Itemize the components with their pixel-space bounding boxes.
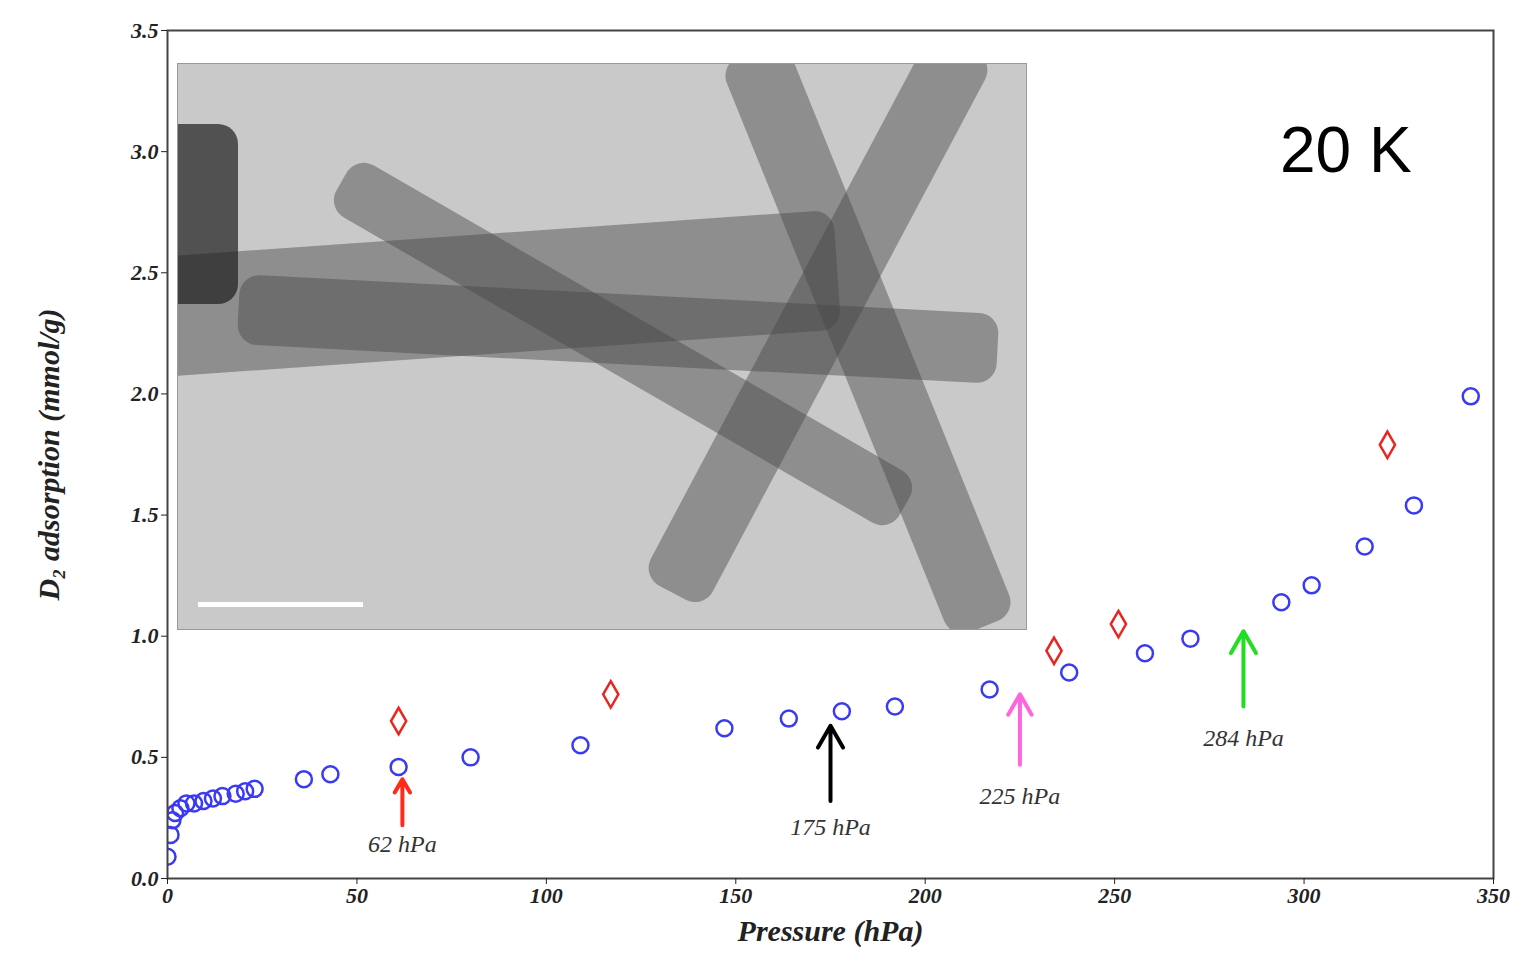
svg-text:0: 0 — [162, 883, 173, 908]
svg-text:0.5: 0.5 — [131, 744, 159, 769]
svg-text:2.0: 2.0 — [130, 381, 159, 406]
svg-text:250: 250 — [1097, 883, 1131, 908]
svg-text:225 hPa: 225 hPa — [980, 783, 1061, 809]
svg-text:150: 150 — [719, 883, 752, 908]
svg-text:100: 100 — [530, 883, 563, 908]
svg-text:2.5: 2.5 — [130, 260, 159, 285]
svg-text:200: 200 — [908, 883, 942, 908]
svg-text:20 K: 20 K — [1280, 114, 1412, 186]
svg-text:300: 300 — [1287, 883, 1321, 908]
svg-text:284 hPa: 284 hPa — [1203, 725, 1284, 751]
svg-text:D₂ adsorption (mmol/g): D₂ adsorption (mmol/g) — [32, 308, 66, 601]
svg-text:3.5: 3.5 — [130, 18, 159, 43]
svg-text:350: 350 — [1476, 883, 1510, 908]
svg-text:3.0: 3.0 — [130, 139, 159, 164]
svg-text:1.0: 1.0 — [131, 623, 159, 648]
svg-text:62 hPa: 62 hPa — [368, 831, 437, 857]
svg-text:0.0: 0.0 — [131, 866, 159, 891]
svg-text:175 hPa: 175 hPa — [790, 814, 871, 840]
svg-text:Pressure (hPa): Pressure (hPa) — [737, 914, 924, 948]
svg-text:50: 50 — [346, 883, 368, 908]
svg-text:1.5: 1.5 — [131, 502, 159, 527]
